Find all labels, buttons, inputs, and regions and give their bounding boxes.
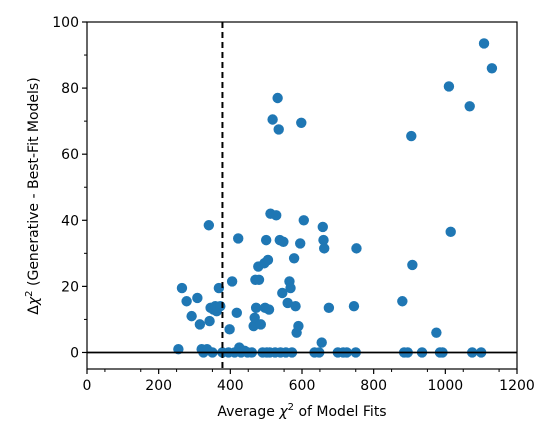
data-point <box>194 319 206 330</box>
data-point <box>272 92 283 104</box>
data-point <box>293 320 304 332</box>
y-axis-ticks: 0 20 40 60 80 100 <box>52 15 87 361</box>
data-point <box>253 274 265 285</box>
data-point <box>443 81 455 92</box>
y-tick-label: 80 <box>61 81 79 97</box>
x-axis-ticks: 0 200 400 600 800 1000 1200 <box>83 369 535 394</box>
x-tick-label: 1200 <box>499 378 535 394</box>
data-point <box>215 301 226 312</box>
data-point <box>397 296 408 307</box>
data-point <box>255 319 266 330</box>
x-tick-label: 200 <box>145 378 172 394</box>
y-axis-label: Δχ2 (Generative - Best-Fit Models) <box>24 77 42 314</box>
data-point <box>316 337 327 348</box>
data-point <box>271 210 282 221</box>
data-point <box>176 282 188 294</box>
data-point <box>192 292 203 304</box>
data-point <box>204 315 215 327</box>
data-point <box>226 276 238 287</box>
y-tick-label: 100 <box>52 15 79 31</box>
data-point <box>233 233 244 244</box>
data-point <box>464 101 475 112</box>
x-tick-label: 800 <box>360 378 387 394</box>
data-point <box>486 63 498 74</box>
data-point <box>348 301 360 312</box>
y-tick-label: 20 <box>61 279 79 295</box>
data-point <box>406 130 417 142</box>
data-point <box>181 296 192 307</box>
x-axis-label: Average χ2 of Model Fits <box>217 402 386 420</box>
data-point <box>231 307 242 319</box>
data-point <box>318 234 329 246</box>
data-point <box>263 304 275 315</box>
data-point <box>203 220 215 231</box>
data-point <box>267 114 278 125</box>
data-point <box>431 327 442 338</box>
y-tick-label: 0 <box>70 345 79 361</box>
data-point <box>260 234 272 246</box>
x-tick-label: 600 <box>289 378 316 394</box>
data-point <box>288 253 300 264</box>
data-point <box>278 236 289 247</box>
data-point <box>351 243 362 254</box>
data-point <box>262 254 274 266</box>
data-point <box>317 221 328 233</box>
data-point <box>273 124 284 135</box>
plot-area <box>87 22 517 369</box>
data-point <box>186 310 197 322</box>
y-tick-label: 40 <box>61 213 79 229</box>
data-point <box>323 302 335 314</box>
data-point <box>277 287 288 299</box>
data-point <box>290 301 301 312</box>
data-point <box>249 312 260 323</box>
data-point <box>319 243 330 254</box>
data-point <box>295 238 306 249</box>
data-point <box>445 226 456 238</box>
data-point <box>478 38 490 49</box>
data-point <box>298 215 309 226</box>
data-point <box>407 259 418 271</box>
data-point <box>250 302 262 314</box>
x-tick-label: 0 <box>83 378 92 394</box>
x-tick-label: 1000 <box>428 378 464 394</box>
data-point <box>285 282 296 294</box>
data-point <box>296 117 307 128</box>
y-tick-label: 60 <box>61 147 79 163</box>
x-tick-label: 400 <box>217 378 244 394</box>
data-point <box>224 324 235 335</box>
data-point <box>282 297 293 309</box>
